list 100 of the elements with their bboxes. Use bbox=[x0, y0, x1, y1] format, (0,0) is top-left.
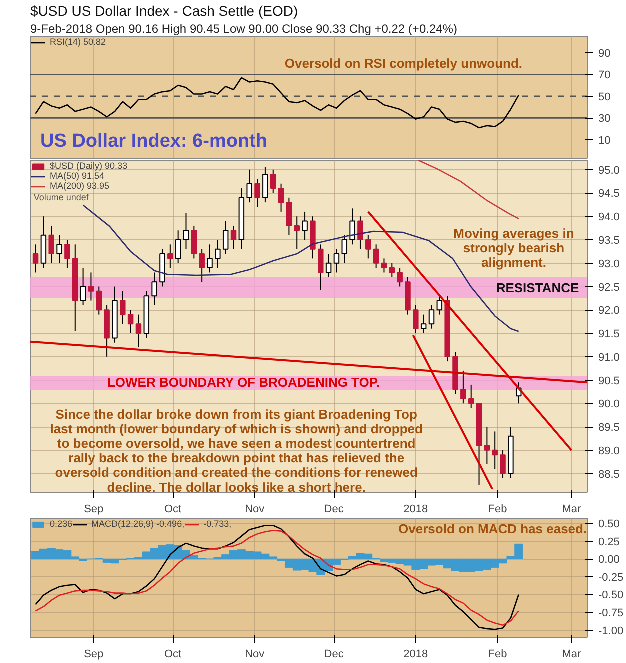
candlestick bbox=[168, 244, 174, 269]
candlestick bbox=[389, 262, 396, 278]
x-tick-label: 2018 bbox=[404, 648, 428, 660]
candlestick bbox=[436, 296, 443, 316]
y-tick-label: 50 bbox=[598, 91, 611, 104]
legend-label: MACD(12,26,9) -0.496, bbox=[92, 519, 185, 529]
y-tick-label: 10 bbox=[598, 134, 611, 147]
annotation: LOWER BOUNDARY OF BROADENING TOP. bbox=[107, 374, 380, 390]
candlestick bbox=[56, 234, 62, 264]
y-tick-label: 90 bbox=[598, 48, 611, 60]
legend-label: RSI(14) 50.82 bbox=[50, 37, 106, 47]
candlestick bbox=[500, 450, 506, 479]
candlestick bbox=[64, 239, 70, 269]
candlestick bbox=[413, 304, 419, 334]
y-tick-label: 70 bbox=[598, 70, 611, 82]
candlestick bbox=[420, 314, 427, 334]
y-tick-label: 91.5 bbox=[598, 328, 620, 341]
candlestick bbox=[270, 169, 276, 194]
candlestick bbox=[278, 183, 284, 212]
y-tick-label: 89.5 bbox=[598, 422, 620, 434]
candlestick bbox=[222, 220, 229, 255]
candlestick bbox=[246, 169, 252, 204]
x-tick-label: Oct bbox=[164, 504, 182, 516]
candlestick bbox=[342, 234, 348, 264]
candlestick bbox=[207, 244, 213, 274]
candlestick bbox=[294, 216, 300, 250]
y-tick-label: -0.75 bbox=[598, 608, 624, 620]
x-tick-label: Dec bbox=[324, 504, 344, 516]
annotation: Volume undef bbox=[34, 192, 90, 203]
y-tick-label: -0.25 bbox=[598, 572, 624, 584]
candlestick bbox=[254, 178, 260, 208]
candlestick bbox=[302, 211, 308, 240]
y-tick-label: 0.25 bbox=[598, 536, 620, 548]
candlestick bbox=[492, 431, 498, 470]
candlestick bbox=[152, 272, 158, 306]
x-tick-label: Mar bbox=[562, 648, 582, 660]
y-tick-label: 93.0 bbox=[598, 258, 620, 270]
annotation: Oversold on RSI completely unwound. bbox=[284, 56, 523, 71]
candlestick bbox=[88, 272, 94, 302]
legend-label: -0.733, bbox=[204, 519, 232, 529]
x-tick-label: Nov bbox=[245, 504, 266, 516]
y-tick-label: 90.5 bbox=[598, 375, 620, 388]
candlestick bbox=[120, 290, 126, 325]
band-label: RESISTANCE bbox=[496, 280, 580, 296]
y-tick-label: 0.00 bbox=[598, 554, 620, 566]
x-tick-label: 2018 bbox=[404, 504, 428, 516]
candlestick bbox=[96, 286, 102, 316]
x-tick-label: Feb bbox=[488, 504, 508, 516]
y-tick-label: 92.0 bbox=[598, 305, 620, 318]
candlestick bbox=[373, 244, 380, 269]
y-tick-label: -1.00 bbox=[598, 625, 624, 638]
annotation: Moving averages in strongly bearish alignment. bbox=[454, 226, 574, 270]
x-tick-label: Feb bbox=[488, 648, 508, 660]
candlestick bbox=[318, 244, 324, 291]
x-tick-label: Nov bbox=[245, 648, 266, 660]
y-tick-label: 94.5 bbox=[598, 188, 620, 200]
x-tick-label: Mar bbox=[562, 504, 582, 516]
annotation: Oversold on MACD has eased. bbox=[398, 522, 588, 537]
candlestick bbox=[350, 208, 356, 246]
candlestick bbox=[136, 314, 142, 348]
candlestick bbox=[468, 384, 474, 409]
x-tick-label: Dec bbox=[324, 648, 344, 660]
candlestick bbox=[199, 248, 205, 283]
candlestick bbox=[358, 216, 364, 250]
candlestick bbox=[381, 258, 388, 274]
candlestick bbox=[460, 370, 466, 404]
candlestick bbox=[80, 268, 86, 306]
y-tick-label: 93.5 bbox=[598, 234, 620, 247]
candlestick bbox=[183, 212, 190, 250]
y-tick-label: 94.0 bbox=[598, 212, 620, 224]
candlestick bbox=[262, 166, 268, 204]
legend-label: $USD (Daily) 90.33 bbox=[50, 161, 128, 171]
candlestick bbox=[175, 230, 182, 264]
candlestick bbox=[128, 310, 134, 334]
candlestick bbox=[32, 244, 39, 274]
candlestick bbox=[366, 234, 372, 260]
x-tick-label: Sep bbox=[84, 504, 104, 516]
candlestick bbox=[48, 225, 54, 264]
candlestick bbox=[230, 225, 237, 250]
chart-subtitle: 9-Feb-2018 Open 90.16 High 90.45 Low 90.00 Close 90.33 Chg +0.22 (+0.24%) bbox=[30, 22, 458, 36]
candlestick bbox=[215, 239, 221, 269]
candlestick bbox=[484, 426, 490, 465]
y-tick-label: 88.5 bbox=[598, 468, 620, 481]
annotation: US Dollar Index: 6-month bbox=[40, 130, 268, 152]
legend-label: 0.236 bbox=[50, 519, 73, 529]
legend-label: MA(50) 91.54 bbox=[50, 171, 105, 181]
y-tick-label: 30 bbox=[598, 113, 611, 126]
y-tick-label: 0.50 bbox=[598, 518, 620, 530]
candlestick bbox=[334, 248, 340, 274]
legend-label: MA(200) 93.95 bbox=[50, 181, 110, 191]
y-tick-label: 90.0 bbox=[598, 398, 620, 411]
annotation: Since the dollar broke down from its giant Broadening Top last month (lower boundary of which is shown) and dropped to become oversold, we have seen a modest countertrend rally back to the breakdown point that has relieved the oversold condition and created the conditions for renewed decline. The dollar looks like a short here. bbox=[50, 406, 423, 495]
x-tick-label: Oct bbox=[164, 648, 182, 660]
candlestick bbox=[286, 197, 292, 236]
candlestick bbox=[428, 304, 435, 330]
y-tick-label: -0.50 bbox=[598, 590, 624, 602]
chart-title: $USD US Dollar Index - Cash Settle (EOD) bbox=[30, 3, 298, 19]
y-tick-label: 89.0 bbox=[598, 445, 620, 458]
candlestick bbox=[397, 268, 403, 288]
line-series bbox=[35, 77, 520, 129]
